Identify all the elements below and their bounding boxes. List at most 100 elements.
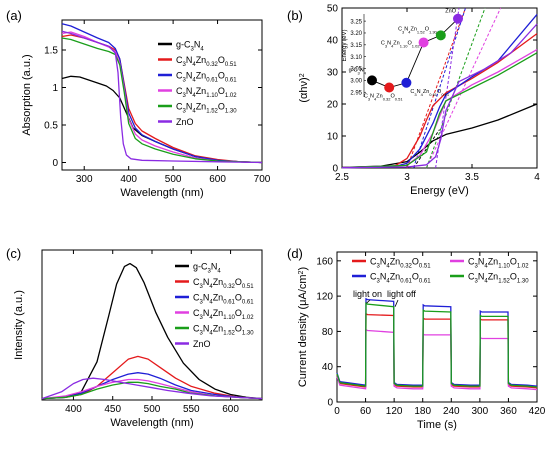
- d-annotation-light-off: light off: [387, 289, 416, 299]
- b-inset-point-5: [453, 13, 463, 24]
- c-x-tick-label-3: 550: [183, 404, 200, 415]
- c-series-line-0: [41, 262, 263, 400]
- a-y-tick-label-0: 0: [52, 158, 58, 169]
- b-inset-y-tick-label-3: 3.10: [350, 55, 362, 61]
- c-x-tick-label-2: 500: [144, 404, 161, 415]
- b-x-tick-label-2: 3.5: [465, 172, 479, 183]
- b-series-line-4: [341, 52, 538, 169]
- d-annotation-arrow-on: [366, 299, 371, 304]
- c-series-line-2: [41, 372, 263, 400]
- d-x-tick-label-7: 420: [529, 406, 546, 417]
- b-tangent-line-3: [426, 7, 502, 169]
- c-plot-frame: [41, 249, 263, 401]
- b-inset-point-label-2: C3N4Zn0.61O0.61: [410, 89, 449, 97]
- b-inset-point-2: [401, 77, 412, 88]
- b-y-tick-label-2: 20: [327, 100, 339, 111]
- d-plot-frame: [336, 251, 538, 403]
- a-panel-label: (a): [6, 8, 22, 23]
- c-x-axis-label: Wavelength (nm): [110, 417, 193, 429]
- a-legend-label-0: g-C3N4: [176, 40, 204, 53]
- b-inset-y-tick-label-0: 2.95: [350, 90, 362, 96]
- c-legend-label-4: C3N4Zn1.52O1.30: [193, 324, 254, 337]
- a-legend-label-5: ZnO: [176, 117, 194, 127]
- b-y-tick-label-3: 30: [327, 68, 339, 79]
- d-x-tick-label-4: 240: [443, 406, 460, 417]
- b-inset-point-0: [367, 75, 377, 86]
- c-y-axis-label: Intensity (a.u.): [13, 290, 25, 360]
- c-legend-label-3: C3N4Zn1.10O1.02: [193, 308, 254, 321]
- b-series-line-0: [341, 103, 538, 169]
- a-x-tick-label-0: 300: [76, 174, 93, 185]
- b-tangent-line-1: [406, 7, 466, 169]
- b-series-line-5: [341, 23, 538, 169]
- d-panel-label: (d): [287, 246, 303, 261]
- d-y-tick-label-2: 80: [322, 327, 334, 338]
- b-x-tick-label-3: 4: [534, 172, 540, 183]
- b-series-line-1: [341, 33, 538, 169]
- a-plot-frame: [61, 19, 263, 171]
- d-series-line-3: [336, 302, 538, 388]
- c-series-line-1: [41, 355, 263, 400]
- a-series-line-4: [61, 37, 263, 164]
- b-tangent-line-2: [413, 7, 466, 169]
- b-tangent-line-0: [413, 129, 440, 169]
- d-y-tick-label-4: 160: [316, 256, 333, 267]
- d-legend-label-0: C3N4Zn0.32O0.51: [370, 257, 431, 270]
- b-inset-point-label-1: C3N4Zn0.32O0.51: [364, 94, 403, 102]
- b-x-tick-label-0: 2.5: [335, 172, 349, 183]
- a-y-tick-label-3: 1.5: [44, 46, 58, 57]
- a-x-axis-label: Wavelength (nm): [120, 187, 203, 199]
- b-inset-point-label-4: C3N4Zn1.52O1.30: [398, 26, 437, 34]
- d-legend-label-2: C3N4Zn0.61O0.61: [370, 272, 431, 285]
- b-inset-point-1: [384, 82, 395, 93]
- c-panel-label: (c): [6, 246, 21, 261]
- c-x-tick-label-0: 400: [65, 404, 82, 415]
- d-x-axis-label: Time (s): [417, 419, 457, 431]
- b-inset-point-label-0: g-C3N4: [349, 67, 367, 75]
- b-inset-point-label-5: ZnO: [445, 9, 456, 15]
- c-series-line-5: [41, 377, 263, 400]
- b-inset-y-tick-label-2: 3.05: [350, 67, 362, 73]
- d-y-tick-label-1: 40: [322, 362, 334, 373]
- a-x-tick-label-3: 600: [209, 174, 226, 185]
- a-y-tick-label-1: 0.5: [44, 121, 58, 132]
- b-inset-point-label-3: C3N4Zn1.10O1.02: [381, 40, 420, 48]
- b-plot-frame: [341, 7, 538, 169]
- d-annotation-arrow-off: [394, 299, 399, 307]
- c-x-tick-label-4: 600: [222, 404, 239, 415]
- d-series-line-0: [336, 312, 538, 389]
- c-legend-label-1: C3N4Zn0.32O0.51: [193, 277, 254, 290]
- b-inset-y-tick-label-5: 3.20: [350, 31, 362, 37]
- b-panel-label: (b): [287, 8, 303, 23]
- b-y-tick-label-4: 40: [327, 36, 339, 47]
- c-legend-label-2: C3N4Zn0.61O0.61: [193, 293, 254, 306]
- d-x-tick-label-1: 60: [360, 406, 372, 417]
- b-x-tick-label-1: 3: [404, 172, 410, 183]
- b-y-tick-label-0: 0: [332, 164, 338, 175]
- b-inset-y-axis-label: Energy (eV): [342, 29, 348, 61]
- a-legend-label-1: C3N4Zn0.32O0.51: [176, 55, 237, 68]
- a-y-axis-label: Absorption (a.u.): [21, 54, 33, 135]
- d-y-tick-label-0: 0: [327, 398, 333, 409]
- a-x-tick-label-1: 400: [120, 174, 137, 185]
- b-y-tick-label-1: 10: [327, 132, 339, 143]
- d-y-tick-label-3: 120: [316, 292, 333, 303]
- d-x-tick-label-0: 0: [334, 406, 340, 417]
- d-series-line-1: [336, 328, 538, 391]
- a-y-tick-label-2: 1: [52, 83, 58, 94]
- d-x-tick-label-3: 180: [414, 406, 431, 417]
- d-x-tick-label-5: 300: [472, 406, 489, 417]
- b-inset-y-tick-label-6: 3.25: [350, 19, 362, 25]
- d-y-axis-label: Current density (μA/cm2): [297, 267, 309, 387]
- d-x-tick-label-6: 360: [500, 406, 517, 417]
- c-x-tick-label-1: 450: [104, 404, 121, 415]
- a-series-line-0: [61, 75, 263, 164]
- a-x-tick-label-4: 700: [254, 174, 271, 185]
- a-x-tick-label-2: 500: [165, 174, 182, 185]
- d-x-tick-label-2: 120: [386, 406, 403, 417]
- c-legend-label-5: ZnO: [193, 339, 211, 349]
- d-legend-label-3: C3N4Zn1.52O1.30: [468, 272, 529, 285]
- b-inset-point-3: [418, 37, 429, 48]
- a-legend-label-4: C3N4Zn1.52O1.30: [176, 102, 237, 115]
- b-inset-y-tick-label-1: 3.00: [350, 79, 362, 85]
